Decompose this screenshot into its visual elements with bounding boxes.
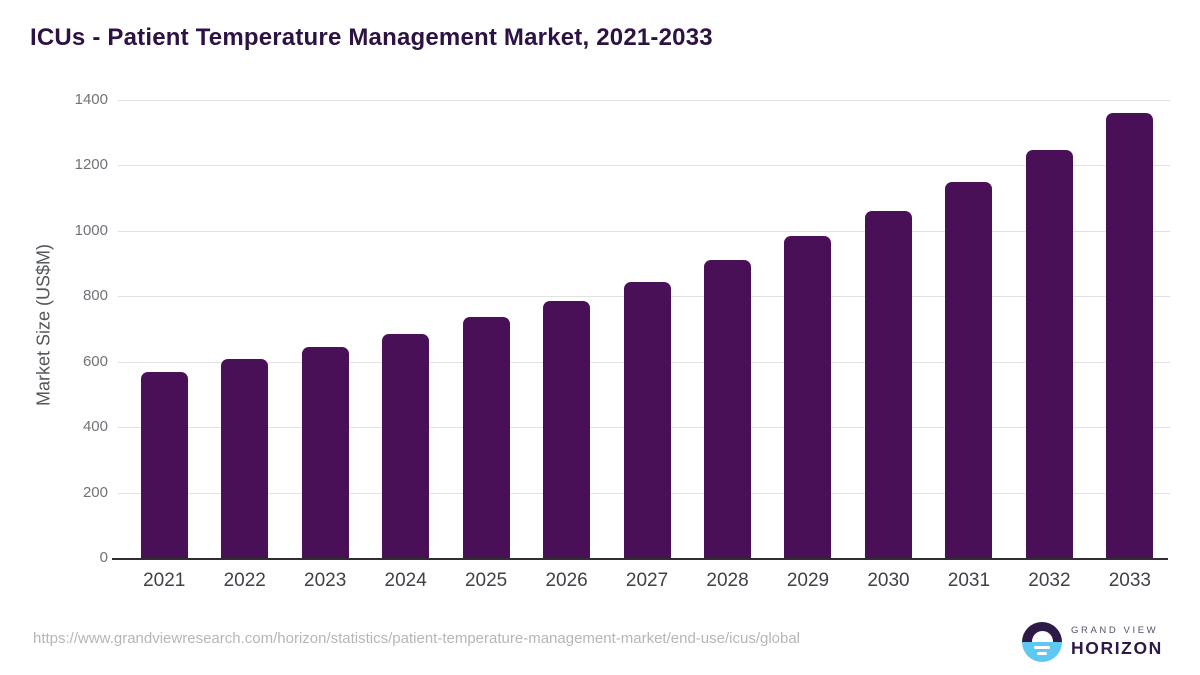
bar-series bbox=[124, 100, 1170, 558]
bar-2026[interactable] bbox=[543, 300, 591, 558]
x-axis-line bbox=[112, 558, 1168, 560]
y-tick-label: 800 bbox=[82, 287, 108, 305]
source-url: https://www.grandviewresearch.com/horizo… bbox=[33, 630, 801, 647]
bar-2031[interactable] bbox=[945, 181, 993, 558]
x-tick-label-2021: 2021 bbox=[143, 570, 186, 591]
bar-slot bbox=[687, 100, 767, 558]
y-tick-label: 1000 bbox=[74, 221, 108, 239]
y-tick-label: 600 bbox=[82, 352, 108, 370]
bar-slot bbox=[607, 100, 687, 558]
logo-brand-horizon: HORIZON bbox=[1071, 638, 1163, 658]
bar-2024[interactable] bbox=[382, 333, 430, 558]
sun-reflection-strip bbox=[1034, 645, 1050, 649]
bar-slot bbox=[285, 100, 365, 558]
x-tick-label-2026: 2026 bbox=[545, 570, 588, 591]
sun-reflection-strip bbox=[1037, 651, 1047, 655]
logo-wordmark: GRAND VIEW HORIZON bbox=[1071, 625, 1163, 659]
gridline bbox=[118, 165, 1170, 167]
bar-2033[interactable] bbox=[1106, 113, 1154, 558]
bar-2023[interactable] bbox=[301, 346, 349, 558]
gridline bbox=[118, 100, 1170, 101]
bar-2032[interactable] bbox=[1025, 149, 1073, 558]
sunset-horizon-icon bbox=[1022, 622, 1062, 662]
bar-2027[interactable] bbox=[623, 281, 671, 558]
x-tick-label-2025: 2025 bbox=[464, 570, 508, 591]
x-tick-label-2029: 2029 bbox=[786, 570, 830, 591]
bar-2021[interactable] bbox=[140, 372, 188, 558]
bar-slot bbox=[526, 100, 606, 558]
bar-2029[interactable] bbox=[784, 235, 832, 558]
bar-slot bbox=[768, 100, 848, 558]
bar-2030[interactable] bbox=[864, 210, 912, 558]
y-tick-label: 200 bbox=[82, 483, 108, 501]
x-tick-label-2027: 2027 bbox=[625, 570, 669, 591]
x-tick-label-2023: 2023 bbox=[304, 570, 347, 591]
plot-area bbox=[112, 100, 1170, 560]
x-tick-label-2030: 2030 bbox=[867, 570, 910, 591]
y-tick-label: 1400 bbox=[74, 91, 108, 108]
x-tick-label-2031: 2031 bbox=[947, 570, 991, 591]
y-tick-label: 0 bbox=[99, 549, 108, 566]
y-axis-tick-labels: 0 200 400 600 800 1000 1200 1400 bbox=[30, 91, 108, 566]
bar-slot bbox=[1009, 100, 1089, 558]
bar-2025[interactable] bbox=[462, 317, 510, 558]
bar-slot bbox=[124, 100, 204, 558]
bar-slot bbox=[848, 100, 928, 558]
bar-2022[interactable] bbox=[221, 359, 269, 558]
chart-title: ICUs - Patient Temperature Management Ma… bbox=[30, 24, 713, 51]
x-tick-label-2022: 2022 bbox=[223, 570, 266, 591]
x-tick-label-2028: 2028 bbox=[706, 570, 749, 591]
sun-dome-shape bbox=[1031, 631, 1053, 642]
bar-2028[interactable] bbox=[704, 260, 752, 558]
x-tick-label-2033: 2033 bbox=[1108, 570, 1151, 591]
logo-brand-grand-view: GRAND VIEW bbox=[1071, 625, 1159, 636]
gridline bbox=[118, 230, 1170, 232]
bar-slot bbox=[1090, 100, 1170, 558]
grand-view-horizon-logo: GRAND VIEW HORIZON bbox=[1022, 622, 1163, 662]
x-axis-tick-labels: 2021 2022 2023 2024 2025 2026 2027 2028 2029 2030… bbox=[124, 570, 1170, 592]
bar-slot bbox=[446, 100, 526, 558]
y-tick-label: 400 bbox=[82, 418, 108, 436]
bar-slot bbox=[365, 100, 445, 558]
bar-slot bbox=[929, 100, 1009, 558]
x-tick-label-2024: 2024 bbox=[384, 570, 427, 591]
bar-slot bbox=[204, 100, 284, 558]
y-tick-label: 1200 bbox=[74, 156, 108, 174]
x-tick-label-2032: 2032 bbox=[1028, 570, 1071, 591]
